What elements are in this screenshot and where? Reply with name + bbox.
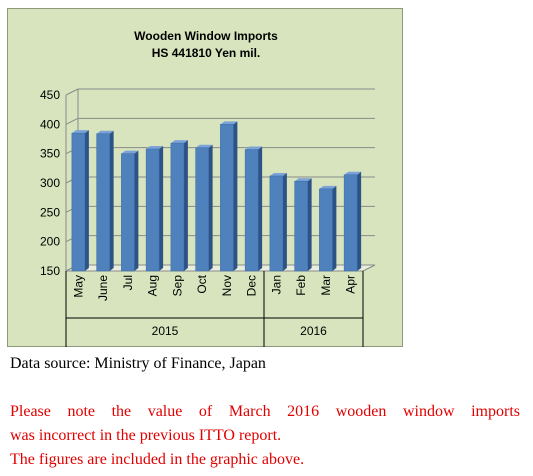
x-tick-label: Nov — [220, 275, 234, 296]
bar — [244, 149, 259, 272]
bar-side — [258, 146, 263, 271]
bar — [343, 174, 358, 272]
bar-side — [357, 171, 362, 271]
bar-side — [109, 130, 114, 271]
bar-top — [269, 172, 287, 176]
y-tick-label: 450 — [40, 88, 60, 102]
bar — [269, 175, 284, 272]
bar — [294, 180, 308, 272]
chart-plot: 150 200 250 300 350 400 450 May June Jul Aug Sep Oct… — [40, 88, 376, 347]
bar — [220, 124, 234, 272]
bar-side — [332, 185, 337, 271]
bar-top — [170, 140, 188, 144]
bar-side — [282, 172, 287, 271]
group-label: 2015 — [152, 324, 179, 338]
bar-side — [233, 121, 238, 271]
bar-top — [146, 145, 164, 149]
bar-side — [307, 178, 312, 271]
chart-panel: Wooden Window Imports HS 441810 Yen mil.… — [7, 8, 403, 347]
bar-top — [121, 150, 139, 154]
bar-side — [84, 130, 89, 271]
bar-side — [183, 140, 188, 271]
x-tick-label: Sep — [170, 275, 184, 297]
bar-top — [344, 171, 362, 175]
x-tick-label: Aug — [146, 275, 160, 296]
group-label: 2016 — [300, 324, 327, 338]
x-tick-label: Jan — [269, 275, 283, 294]
y-tick-label: 300 — [40, 176, 60, 190]
y-tick-label: 350 — [40, 147, 60, 161]
x-tick-label: Mar — [319, 275, 333, 296]
bar-side — [159, 145, 164, 271]
y-tick-label: 150 — [40, 264, 60, 278]
x-tick-label: Oct — [195, 274, 209, 293]
bar-top — [245, 146, 263, 150]
x-tick-label: May — [71, 275, 85, 298]
chart-title: Wooden Window Imports — [134, 29, 278, 43]
correction-note-line-2: was incorrect in the previous ITTO repor… — [10, 427, 282, 444]
bar — [319, 188, 333, 272]
correction-note-line-3: The figures are included in the graphic … — [10, 451, 305, 468]
bar — [121, 153, 135, 272]
bar-top — [195, 144, 213, 148]
data-source-note: Data source: Ministry of Finance, Japan — [10, 355, 266, 372]
bar-top — [294, 178, 312, 182]
x-tick-label: Jul — [121, 275, 135, 290]
bar-top — [319, 185, 337, 189]
x-tick-label: Feb — [294, 275, 308, 296]
bar — [96, 133, 110, 272]
y-tick-label: 250 — [40, 205, 60, 219]
bar-side — [134, 150, 139, 271]
chart-subtitle: HS 441810 Yen mil. — [151, 46, 261, 60]
bar — [145, 148, 160, 272]
bar — [71, 132, 86, 272]
y-tick-label: 400 — [40, 117, 60, 131]
bar-top — [71, 130, 89, 134]
bar — [170, 142, 185, 272]
correction-note-line-1: Please note the value of March 2016 wood… — [10, 403, 520, 420]
bar-top — [220, 121, 238, 125]
bar — [195, 147, 209, 272]
grid-line-side — [65, 117, 79, 125]
grid-line-side — [65, 88, 79, 96]
bar-top — [96, 130, 114, 134]
x-tick-label: Apr — [344, 275, 358, 294]
y-tick-label: 200 — [40, 235, 60, 249]
x-tick-label: Dec — [245, 275, 259, 296]
x-tick-label: June — [96, 275, 110, 301]
bar-side — [208, 144, 213, 271]
